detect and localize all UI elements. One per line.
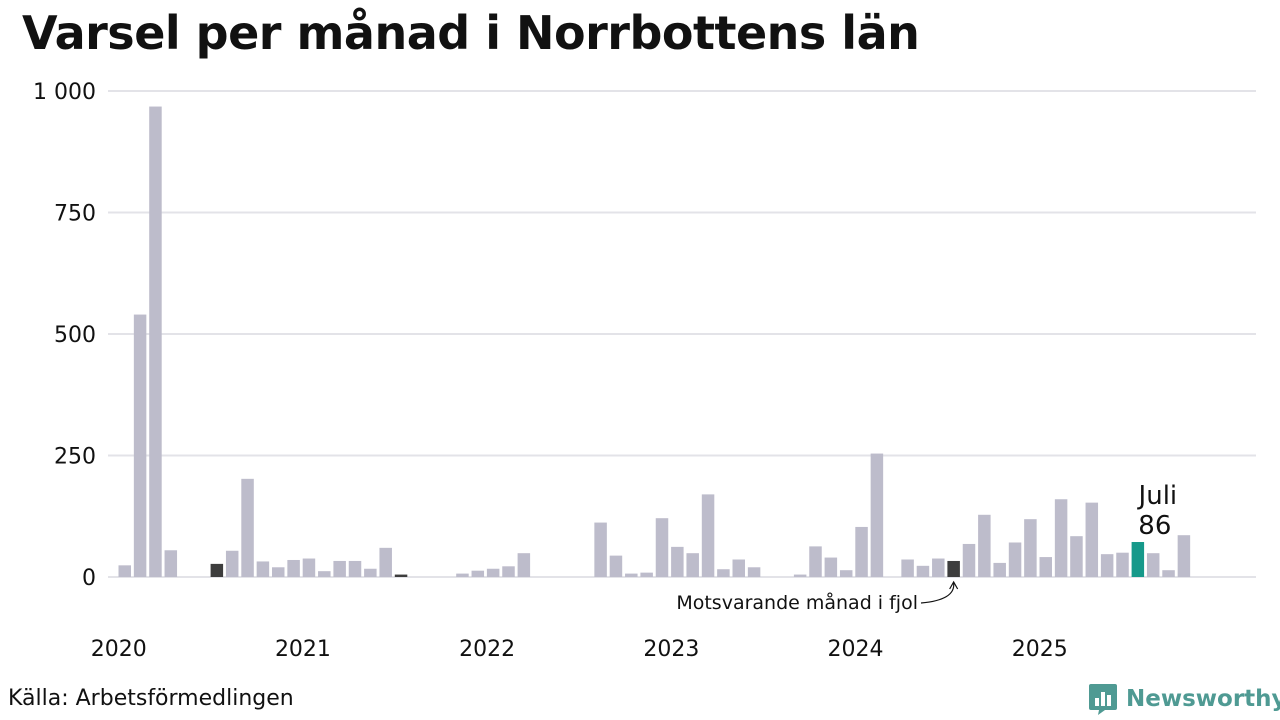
- x-tick-label: 2022: [459, 637, 515, 662]
- x-tick-label: 2023: [643, 637, 699, 662]
- bar-2023-12: [839, 570, 853, 577]
- bar-2021-05: [364, 568, 377, 577]
- bar-2024-07: [947, 560, 960, 577]
- bar-2021-07: [394, 574, 408, 577]
- bar-2020-12: [287, 559, 300, 577]
- bar-2024-01: [855, 526, 868, 577]
- bar-2020-11: [272, 567, 285, 577]
- y-tick-label: 0: [82, 566, 96, 591]
- bar-2024-09: [978, 514, 991, 577]
- bar-2022-02: [502, 566, 515, 577]
- bar-2025-06: [1116, 552, 1129, 577]
- comparison-arrow: [920, 582, 955, 604]
- bar-2022-11: [640, 572, 653, 577]
- x-axis-tick-labels: 2020 2021 2022 2023 2024 2025: [91, 637, 1068, 662]
- bar-2024-04: [901, 559, 914, 577]
- x-tick-label: 2024: [828, 637, 884, 662]
- y-tick-label: 1 000: [33, 80, 96, 105]
- bar-undefined: [1146, 553, 1160, 577]
- bar-2020-08: [225, 550, 239, 577]
- y-tick-label: 500: [54, 323, 96, 348]
- bar-2023-02: [686, 553, 699, 577]
- brand-logo: Newsworthy: [1088, 682, 1280, 716]
- bar-2024-05: [916, 565, 930, 577]
- highlight-value-label: 86: [1138, 511, 1171, 541]
- bar-2025-05: [1100, 554, 1114, 577]
- bar-2023-03: [701, 494, 715, 577]
- bar-2021-02: [318, 571, 331, 577]
- bar-2020-02: [133, 314, 147, 577]
- chart-title: Varsel per månad i Norrbottens län: [22, 6, 920, 60]
- comparison-arrow-head: [949, 580, 959, 590]
- bars: [118, 106, 1191, 578]
- bar-2023-04: [717, 569, 730, 577]
- bar-2022-08: [594, 522, 607, 577]
- bar-2020-01: [118, 565, 131, 577]
- bar-2023-05: [732, 559, 745, 577]
- bar-2025-02: [1054, 499, 1068, 577]
- x-tick-label: 2021: [275, 637, 331, 662]
- bar-2024-02: [870, 453, 884, 577]
- bar-2023-06: [747, 567, 761, 577]
- gridlines: [108, 90, 1256, 578]
- bar-undefined: [1162, 570, 1175, 577]
- y-tick-label: 250: [54, 445, 96, 470]
- bar-2020-09: [241, 478, 254, 577]
- comparison-note: Motsvarande månad i fjol: [676, 591, 918, 614]
- bar-2021-04: [348, 560, 362, 577]
- bar-2022-12: [655, 518, 669, 577]
- bar-2025-07: [1131, 542, 1145, 577]
- x-tick-label: 2020: [91, 637, 147, 662]
- newsworthy-logo-icon: [1089, 684, 1117, 715]
- bar-2022-09: [609, 555, 623, 577]
- bar-2023-10: [809, 546, 822, 577]
- bar-2021-06: [379, 547, 392, 577]
- bar-2023-01: [671, 546, 684, 577]
- x-tick-label: 2025: [1012, 637, 1068, 662]
- bar-2022-01: [486, 568, 500, 577]
- bar-2021-03: [333, 560, 346, 577]
- bar-2022-10: [625, 573, 638, 577]
- bar-2020-10: [256, 561, 270, 577]
- y-axis-tick-labels: 0 250 500 750 1 000: [33, 80, 96, 591]
- source-note: Källa: Arbetsförmedlingen: [8, 686, 294, 711]
- bar-2024-06: [932, 558, 945, 577]
- highlight-month-label: Juli: [1137, 481, 1178, 511]
- bar-2024-12: [1024, 519, 1037, 577]
- bar-2021-11: [456, 573, 469, 577]
- bar-2025-01: [1039, 557, 1052, 577]
- bar-2024-08: [962, 543, 976, 577]
- bar-2022-03: [517, 553, 531, 577]
- bar-2025-04: [1085, 502, 1099, 577]
- bar-2021-01: [302, 558, 316, 577]
- bar-2020-07: [210, 563, 224, 577]
- bar-2020-04: [164, 550, 178, 577]
- bar-undefined: [1177, 535, 1191, 577]
- bar-2020-03: [149, 106, 162, 578]
- bar-2024-10: [993, 562, 1006, 577]
- bar-2025-03: [1070, 536, 1083, 577]
- brand-name: Newsworthy: [1126, 686, 1280, 712]
- bar-2023-11: [824, 557, 838, 577]
- bar-2024-11: [1008, 542, 1022, 577]
- bar-2021-12: [471, 570, 485, 577]
- y-tick-label: 750: [54, 202, 96, 227]
- bar-2023-09: [793, 574, 807, 577]
